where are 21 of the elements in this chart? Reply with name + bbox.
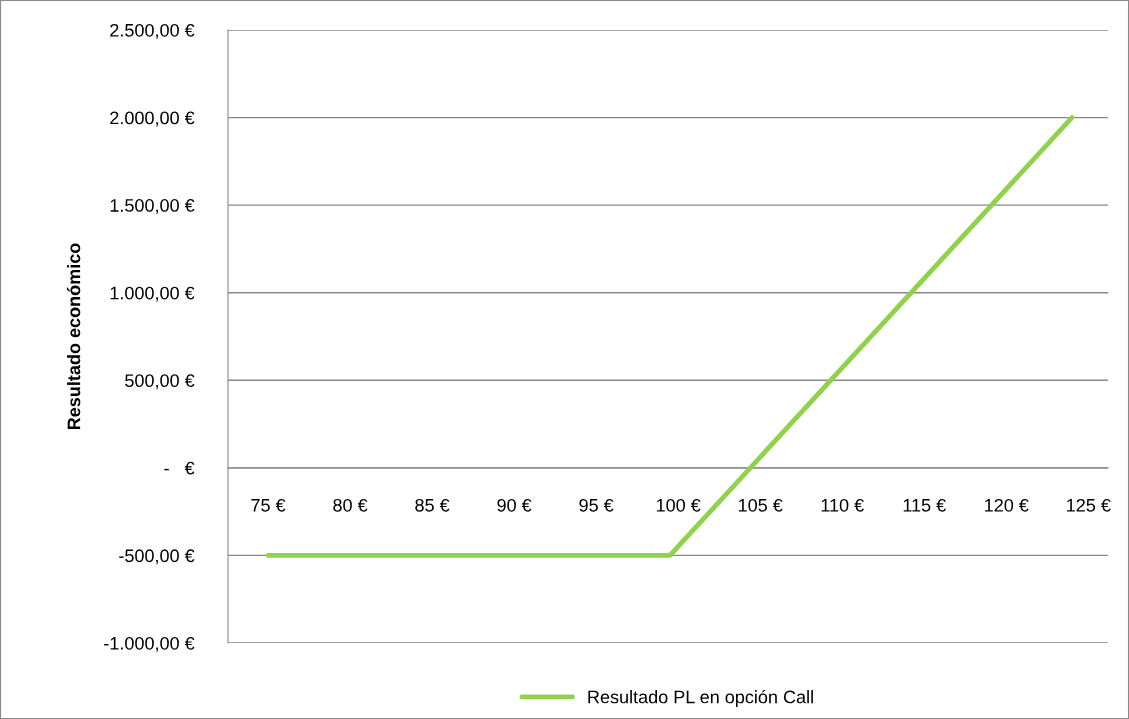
y-axis-title: Resultado económico xyxy=(66,243,81,430)
y-tick-label: 2.000,00 € xyxy=(110,111,195,127)
y-tick-label: - € xyxy=(164,461,195,475)
x-tick-label: 85 € xyxy=(415,498,450,512)
x-tick-label: 75 € xyxy=(251,498,286,512)
y-tick-label: -500,00 € xyxy=(119,549,195,565)
legend-label: Resultado PL en opción Call xyxy=(588,689,813,707)
x-tick-label: 120 € xyxy=(985,498,1029,512)
y-tick-label: 1.500,00 € xyxy=(110,199,195,214)
y-tick-label: 500,00 € xyxy=(125,374,195,390)
x-tick-label: 80 € xyxy=(333,498,368,512)
x-tick-label: 125 € xyxy=(1067,498,1111,512)
y-tick-label: 1.000,00 € xyxy=(110,286,195,302)
x-tick-label: 110 € xyxy=(821,498,864,512)
x-tick-label: 100 € xyxy=(656,498,701,512)
x-tick-label: 115 € xyxy=(903,498,946,512)
x-tick-label: 105 € xyxy=(738,498,783,512)
x-tick-label: 90 € xyxy=(497,498,532,512)
y-tick-label: -1.000,00 € xyxy=(104,636,195,652)
y-tick-label: 2.500,00 € xyxy=(110,23,195,39)
x-tick-label: 95 € xyxy=(579,498,614,512)
